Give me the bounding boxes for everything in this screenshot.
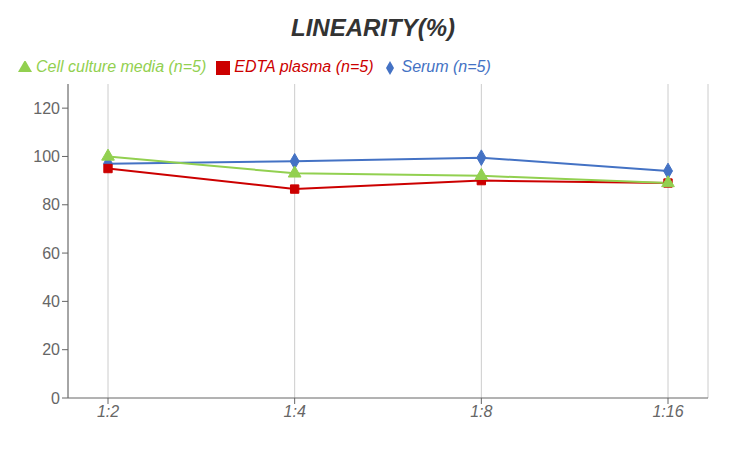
svg-text:1:16: 1:16 — [652, 403, 683, 420]
html-text:Serum (n=5): Serum (n=5) — [401, 58, 491, 75]
svg-text:40: 40 — [42, 293, 60, 310]
html-text:Cell culture media (n=5): Cell culture media (n=5) — [36, 58, 207, 75]
svg-text:1:4: 1:4 — [284, 403, 306, 420]
svg-text:20: 20 — [42, 341, 60, 358]
svg-text:120: 120 — [33, 100, 60, 117]
svg-text:60: 60 — [42, 245, 60, 262]
html-text:EDTA plasma (n=5): EDTA plasma (n=5) — [234, 58, 374, 75]
html-text:LINEARITY(%): LINEARITY(%) — [291, 14, 455, 41]
svg-text:1:2: 1:2 — [97, 403, 119, 420]
svg-text:80: 80 — [42, 196, 60, 213]
svg-text:0: 0 — [51, 390, 60, 407]
svg-text:100: 100 — [33, 148, 60, 165]
svg-text:1:8: 1:8 — [470, 403, 492, 420]
